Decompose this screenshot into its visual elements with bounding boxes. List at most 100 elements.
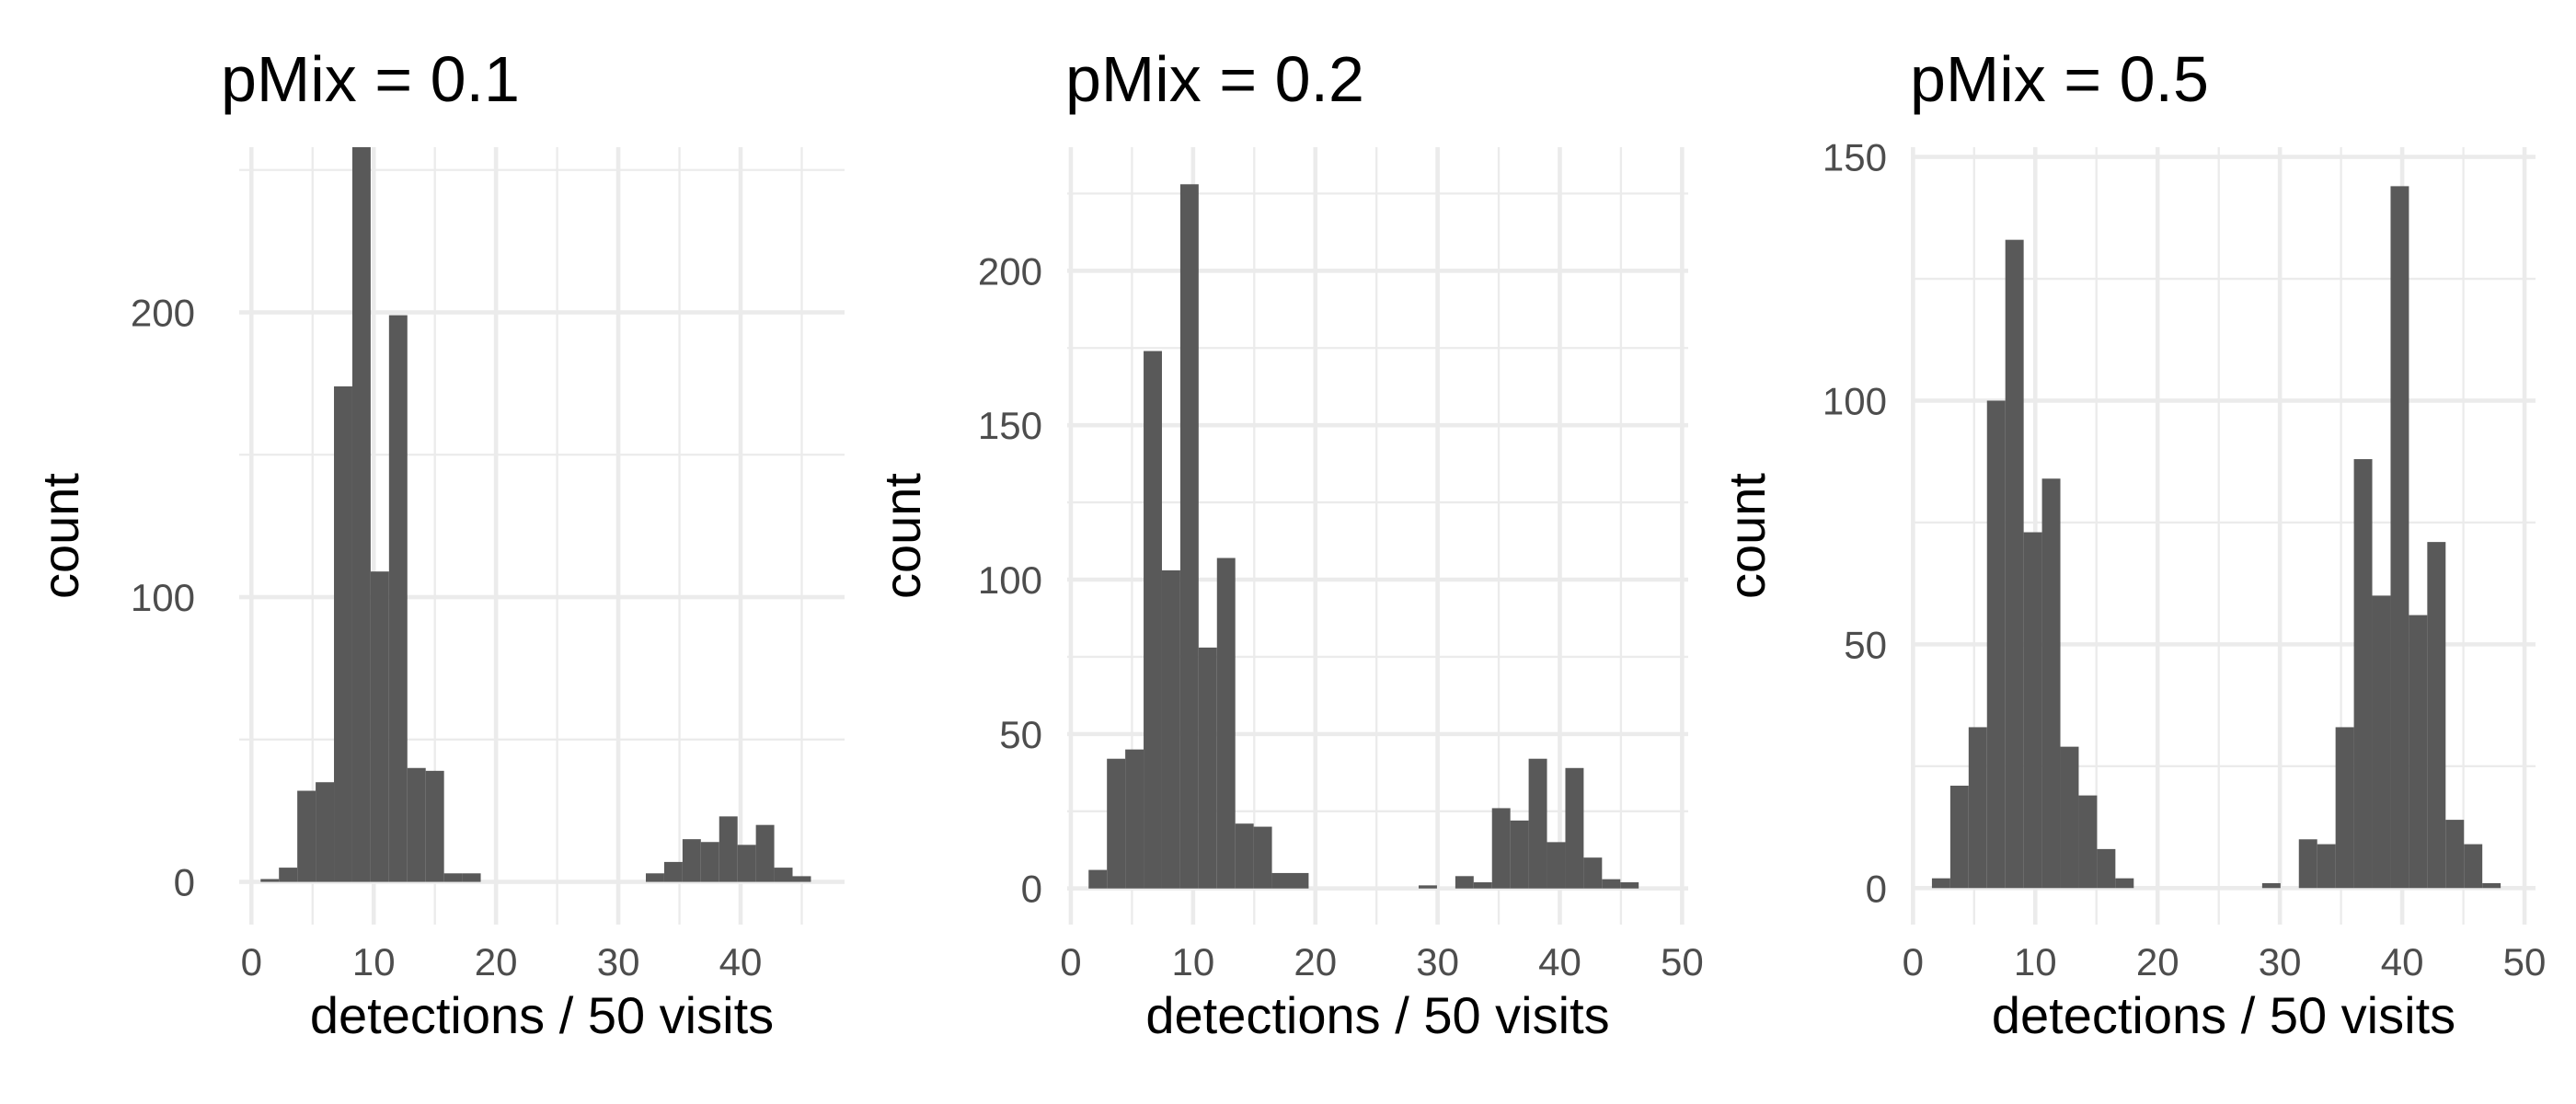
histogram-bar — [663, 861, 683, 882]
x-axis-label: detections / 50 visits — [310, 986, 774, 1044]
histogram-bar — [2482, 882, 2501, 889]
x-tick-label: 30 — [597, 940, 640, 983]
y-tick-label: 0 — [1021, 868, 1042, 911]
histogram-bar — [2445, 820, 2465, 889]
histogram-bar — [407, 767, 426, 882]
x-tick-label: 20 — [2136, 940, 2179, 983]
histogram-bar — [260, 879, 280, 882]
histogram-bar — [1179, 184, 1199, 889]
x-tick-label: 0 — [241, 940, 262, 983]
histogram-bar — [1491, 808, 1511, 889]
histogram-bar — [334, 386, 352, 882]
y-tick-label: 150 — [1823, 136, 1887, 179]
histogram-bar — [2060, 746, 2079, 889]
histogram-panel-1: 0 10 20 30 40 0 100 200 pMix = 0.1 detections / 5… — [31, 43, 845, 1044]
histogram-bar — [1198, 647, 1217, 889]
y-tick-label: 100 — [978, 558, 1042, 602]
histogram-panel-2: 0 10 20 30 40 50 0 50 100 150 200 pMix = 0.2 detecti… — [873, 43, 1704, 1044]
y-tick-label: 200 — [131, 292, 195, 335]
histogram-bar — [2097, 848, 2116, 889]
y-tick-label: 100 — [1823, 379, 1887, 422]
histogram-bar — [2372, 595, 2391, 889]
x-tick-label: 50 — [1661, 940, 1704, 983]
histogram-bar — [1216, 558, 1236, 889]
y-tick-label: 150 — [978, 404, 1042, 447]
histogram-bar — [2427, 542, 2446, 889]
y-tick-label: 100 — [131, 576, 195, 619]
histogram-bar — [755, 824, 775, 882]
histogram-bar — [2298, 839, 2317, 889]
histogram-bar — [1528, 758, 1547, 889]
histogram-bar — [645, 873, 664, 882]
histogram-bar — [2041, 478, 2061, 889]
x-tick-label: 40 — [2381, 940, 2424, 983]
panel-title: pMix = 0.5 — [1910, 43, 2209, 115]
histogram-bar — [1235, 823, 1254, 889]
histogram-bar — [1931, 878, 1950, 889]
histogram-bar — [2115, 878, 2134, 889]
y-tick-label: 50 — [999, 713, 1042, 756]
histogram-bar — [279, 868, 298, 882]
x-tick-label: 10 — [352, 940, 396, 983]
histogram-bar — [1986, 400, 2006, 889]
histogram-bar — [2261, 882, 2281, 889]
histogram-bar — [2390, 186, 2409, 889]
y-tick-label: 50 — [1844, 623, 1887, 666]
histogram-bar — [1602, 879, 1621, 889]
histogram-bar — [370, 571, 389, 882]
histogram-bar — [388, 315, 408, 882]
y-tick-label: 200 — [978, 249, 1042, 293]
histogram-bar — [2317, 844, 2336, 889]
histogram-bar — [719, 816, 738, 882]
y-axis-label: count — [31, 473, 89, 599]
histogram-bar — [425, 770, 444, 882]
histogram-bar — [1253, 826, 1272, 889]
histogram-bar — [443, 873, 463, 882]
y-tick-label: 0 — [1866, 867, 1887, 910]
histogram-bar — [1583, 857, 1603, 889]
histogram-bar — [700, 842, 719, 882]
x-tick-label: 30 — [1416, 940, 1459, 983]
histogram-bar — [1565, 767, 1584, 889]
histogram-bar — [462, 873, 481, 882]
x-axis-label: detections / 50 visits — [1992, 986, 2455, 1044]
histogram-bar — [1125, 749, 1144, 889]
x-tick-label: 30 — [2259, 940, 2302, 983]
histogram-bar — [774, 868, 793, 882]
panel-title: pMix = 0.1 — [221, 43, 520, 115]
x-tick-label: 10 — [1172, 940, 1215, 983]
histogram-bar — [682, 839, 701, 882]
histogram-bar — [1107, 758, 1126, 889]
histogram-bar — [1510, 820, 1529, 889]
x-tick-label: 20 — [1294, 940, 1337, 983]
histogram-bar — [1271, 872, 1291, 889]
y-axis-label: count — [873, 473, 931, 599]
histogram-bar — [2353, 459, 2373, 889]
x-tick-label: 10 — [2014, 940, 2057, 983]
histogram-bar — [351, 147, 371, 882]
histogram-bar — [792, 876, 811, 882]
histogram-bar — [1547, 842, 1566, 889]
x-tick-label: 20 — [475, 940, 518, 983]
histogram-bar — [297, 790, 316, 882]
histogram-bar — [1290, 872, 1309, 889]
histogram-bar — [1620, 882, 1639, 889]
histogram-bar — [316, 782, 335, 882]
panel-title: pMix = 0.2 — [1065, 43, 1364, 115]
y-tick-label: 0 — [174, 861, 195, 904]
x-axis-label: detections / 50 visits — [1145, 986, 1609, 1044]
histogram-bar — [2409, 615, 2428, 889]
histogram-bar — [2005, 239, 2024, 889]
histogram-bar — [1144, 351, 1162, 889]
histogram-bar — [1161, 569, 1180, 889]
histogram-bar — [2023, 532, 2042, 889]
histogram-bar — [1949, 786, 1969, 889]
histogram-bar — [1088, 869, 1108, 889]
histogram-bar — [2078, 795, 2098, 889]
histogram-bar — [1455, 876, 1474, 889]
x-tick-label: 40 — [719, 940, 763, 983]
x-tick-label: 0 — [1060, 940, 1081, 983]
histogram-bar — [737, 845, 756, 882]
